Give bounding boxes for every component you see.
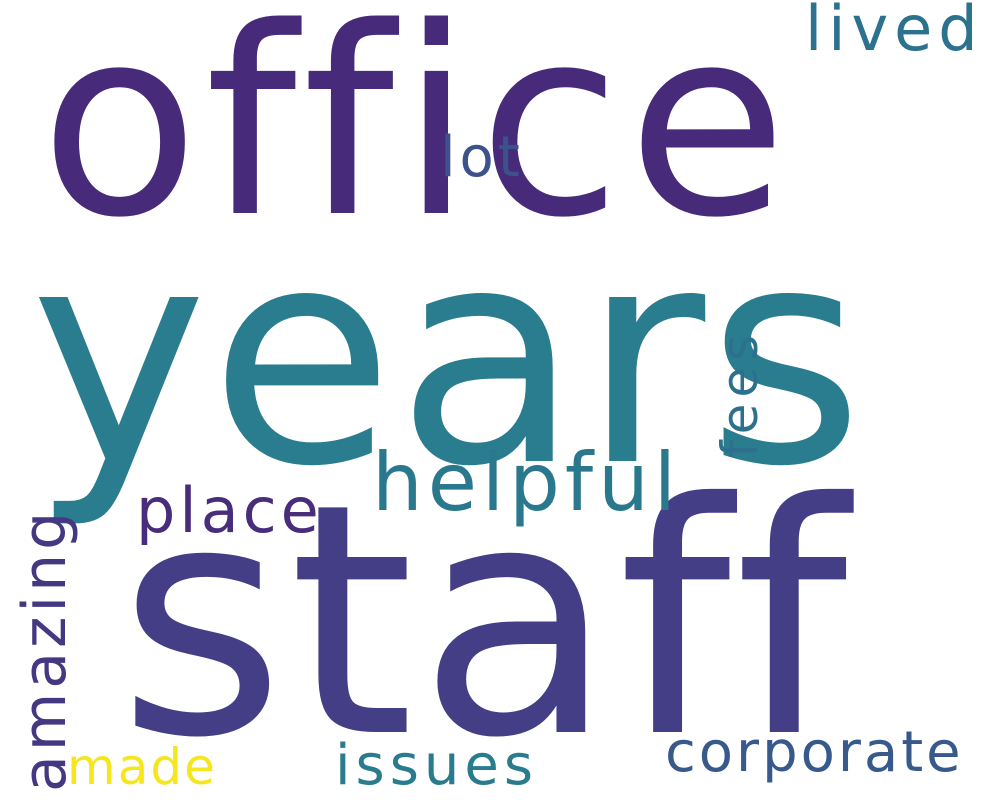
word-years: years: [30, 183, 866, 532]
word-corporate: corporate: [665, 720, 964, 785]
word-amazing: amazing: [10, 507, 80, 792]
word-made: made: [67, 738, 217, 796]
word-fees: fees: [711, 328, 769, 458]
word-lived: lived: [805, 0, 984, 65]
word-lot: lot: [440, 125, 524, 190]
word-helpful: helpful: [372, 436, 682, 529]
word-staff: staff: [118, 436, 852, 808]
word-place: place: [136, 474, 323, 547]
word-office: office: [40, 0, 794, 275]
word-issues: issues: [335, 733, 539, 798]
